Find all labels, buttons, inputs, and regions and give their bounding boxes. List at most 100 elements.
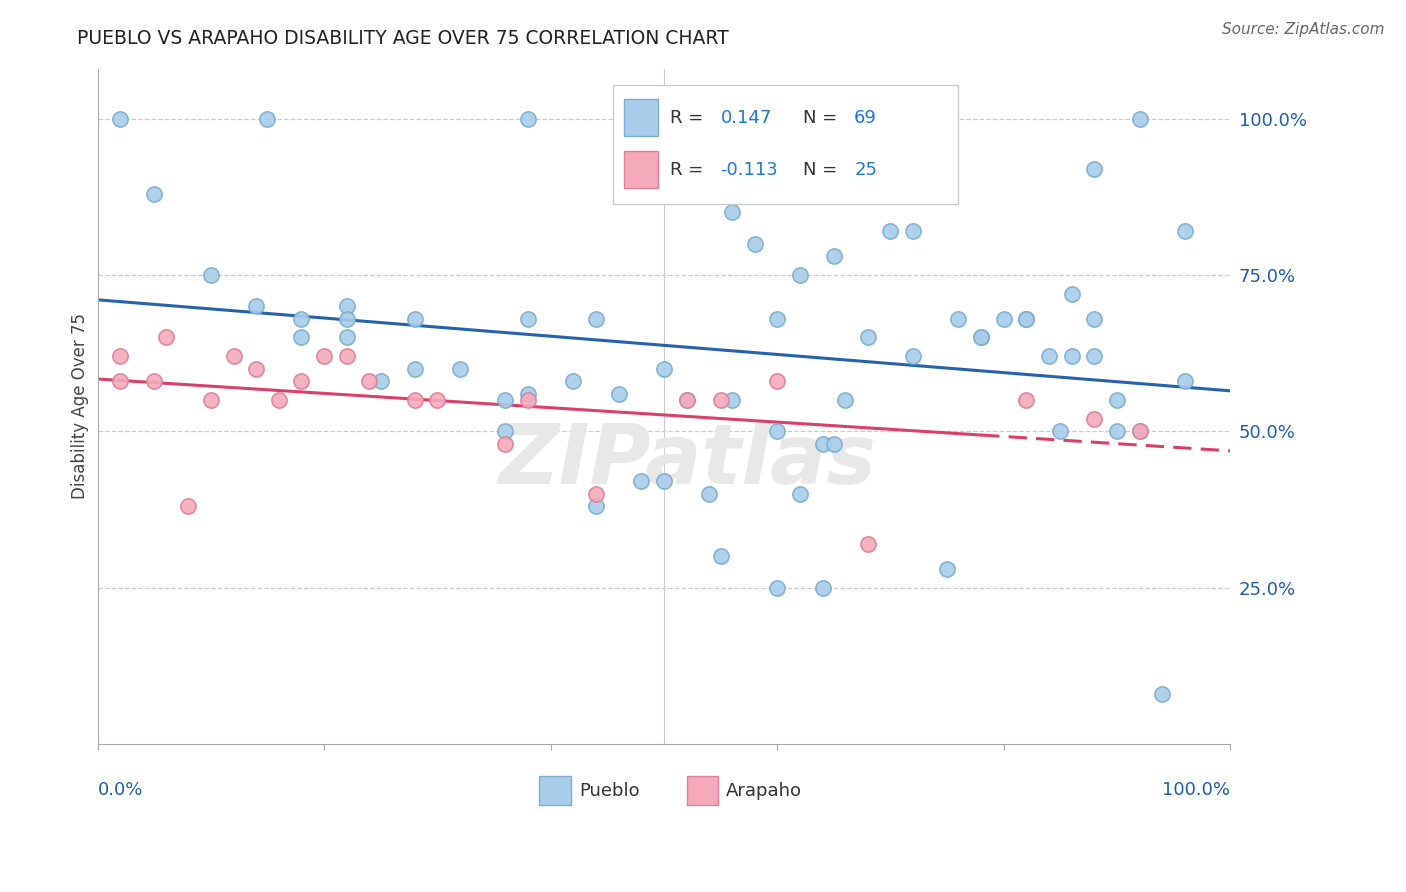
Point bbox=[200, 268, 222, 282]
Text: 0.0%: 0.0% bbox=[97, 781, 143, 799]
Point bbox=[1015, 311, 1038, 326]
Point bbox=[710, 392, 733, 407]
Text: Source: ZipAtlas.com: Source: ZipAtlas.com bbox=[1222, 22, 1385, 37]
Point bbox=[652, 361, 675, 376]
Point bbox=[110, 374, 132, 388]
Point bbox=[404, 361, 426, 376]
Text: N =: N = bbox=[803, 161, 844, 178]
Point bbox=[200, 392, 222, 407]
Point bbox=[517, 392, 540, 407]
Point bbox=[245, 361, 267, 376]
Point bbox=[517, 112, 540, 126]
Point bbox=[811, 581, 834, 595]
Point bbox=[1083, 411, 1105, 425]
Point bbox=[856, 330, 879, 344]
Point bbox=[652, 474, 675, 488]
Point bbox=[710, 549, 733, 564]
Point bbox=[879, 224, 901, 238]
Point bbox=[789, 268, 811, 282]
Text: Pueblo: Pueblo bbox=[579, 782, 640, 800]
Point bbox=[1105, 392, 1128, 407]
Point bbox=[721, 205, 744, 219]
Point bbox=[766, 311, 789, 326]
Point bbox=[1049, 424, 1071, 438]
Point bbox=[336, 311, 359, 326]
FancyBboxPatch shape bbox=[540, 776, 571, 805]
Text: N =: N = bbox=[803, 109, 844, 127]
Point bbox=[267, 392, 290, 407]
Point bbox=[370, 374, 392, 388]
Point bbox=[1038, 349, 1060, 363]
Point bbox=[744, 236, 766, 251]
Point bbox=[155, 330, 177, 344]
Point bbox=[1015, 392, 1038, 407]
Point bbox=[494, 424, 516, 438]
Text: -0.113: -0.113 bbox=[721, 161, 779, 178]
Point bbox=[1129, 112, 1152, 126]
Text: 0.147: 0.147 bbox=[721, 109, 772, 127]
Y-axis label: Disability Age Over 75: Disability Age Over 75 bbox=[72, 313, 89, 500]
Point bbox=[494, 392, 516, 407]
Point bbox=[517, 386, 540, 401]
Point bbox=[1083, 161, 1105, 176]
Point bbox=[110, 112, 132, 126]
Point bbox=[766, 424, 789, 438]
Text: ZIPatlas: ZIPatlas bbox=[498, 420, 876, 500]
Point bbox=[607, 386, 630, 401]
Point bbox=[562, 374, 585, 388]
Text: 25: 25 bbox=[855, 161, 877, 178]
Point bbox=[856, 537, 879, 551]
Point bbox=[970, 330, 993, 344]
Point bbox=[449, 361, 471, 376]
Text: R =: R = bbox=[669, 109, 709, 127]
Point bbox=[585, 311, 607, 326]
Point bbox=[675, 392, 697, 407]
Point bbox=[404, 392, 426, 407]
Point bbox=[675, 392, 697, 407]
Point bbox=[1060, 349, 1083, 363]
Point bbox=[517, 311, 540, 326]
Point bbox=[1015, 311, 1038, 326]
Point bbox=[901, 349, 924, 363]
Point bbox=[619, 112, 641, 126]
Point bbox=[1060, 286, 1083, 301]
Point bbox=[766, 374, 789, 388]
Point bbox=[1174, 374, 1197, 388]
Point bbox=[314, 349, 336, 363]
Point bbox=[1105, 424, 1128, 438]
FancyBboxPatch shape bbox=[624, 152, 658, 188]
Point bbox=[948, 311, 970, 326]
Point bbox=[936, 562, 959, 576]
Point bbox=[290, 330, 312, 344]
Point bbox=[256, 112, 278, 126]
FancyBboxPatch shape bbox=[686, 776, 718, 805]
FancyBboxPatch shape bbox=[624, 99, 658, 136]
Point bbox=[336, 330, 359, 344]
Point bbox=[290, 374, 312, 388]
Point bbox=[110, 349, 132, 363]
Point bbox=[993, 311, 1015, 326]
Point bbox=[630, 474, 652, 488]
Point bbox=[901, 224, 924, 238]
Point bbox=[697, 486, 720, 500]
Point bbox=[336, 349, 359, 363]
Text: R =: R = bbox=[669, 161, 709, 178]
Point bbox=[766, 581, 789, 595]
Point bbox=[834, 392, 856, 407]
Point bbox=[404, 311, 426, 326]
Point bbox=[811, 436, 834, 450]
Point bbox=[1174, 224, 1197, 238]
Point bbox=[222, 349, 245, 363]
Point bbox=[177, 500, 200, 514]
Point bbox=[494, 436, 516, 450]
Point bbox=[585, 486, 607, 500]
Point bbox=[143, 186, 166, 201]
Point bbox=[290, 311, 312, 326]
FancyBboxPatch shape bbox=[613, 86, 959, 203]
Point bbox=[721, 392, 744, 407]
Point bbox=[823, 249, 845, 263]
Point bbox=[789, 486, 811, 500]
Point bbox=[1083, 349, 1105, 363]
Text: 100.0%: 100.0% bbox=[1163, 781, 1230, 799]
Text: Arapaho: Arapaho bbox=[727, 782, 803, 800]
